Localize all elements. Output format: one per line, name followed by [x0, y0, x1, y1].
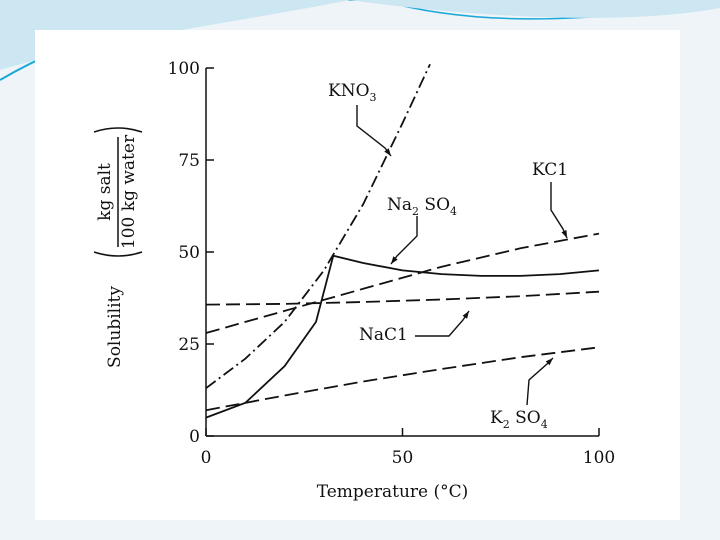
x-tick-label-50: 50: [392, 448, 414, 468]
decor-band: [0, 0, 720, 70]
y-axis-label: Solubility kg salt 100 kg water: [93, 127, 143, 368]
x-tick-label-0: 0: [201, 448, 212, 468]
y-tick-label-0: 0: [189, 427, 200, 447]
y-axis-label-denominator: 100 kg water: [119, 134, 139, 249]
series-line-nacl: [205, 290, 600, 306]
pointer-kcl-line: [550, 182, 568, 239]
pointer-k2so4-arrowhead: [545, 358, 553, 366]
series-label-kcl: KC1: [532, 160, 568, 180]
series-label-kno3: KNO3: [328, 81, 377, 104]
y-axis-label-numerator: kg salt: [95, 163, 115, 221]
series-label-nacl: NaC1: [359, 325, 408, 345]
series-label-k2so4: K2 SO4: [490, 408, 548, 431]
solubility-chart: 0 25 50 75 100 0 50 100 Temperature (°C) Solubili…: [93, 59, 615, 502]
x-axis-label: Temperature (°C): [317, 482, 469, 502]
y-tick-label-50: 50: [178, 243, 200, 263]
pointer-kno3-line: [356, 105, 392, 157]
pointer-na2so4-line: [390, 216, 418, 265]
slide-content: 0 25 50 75 100 0 50 100 Temperature (°C) Solubili…: [35, 30, 680, 520]
y-label-paren-left: [93, 251, 143, 257]
pointer-kcl-arrowhead: [561, 230, 567, 238]
y-tick-label-100: 100: [168, 59, 200, 79]
series-line-k2so4: [205, 346, 600, 412]
y-axis-label-main: Solubility: [105, 286, 125, 368]
pointer-na2so4-arrowhead: [391, 256, 398, 264]
y-tick-label-25: 25: [178, 335, 200, 355]
series-line-kno3: [205, 63, 431, 389]
series-line-kcl: [205, 232, 600, 334]
pointer-kno3-arrowhead: [384, 148, 391, 156]
series-label-na2so4: Na2 SO4: [387, 195, 457, 218]
y-label-paren-right: [93, 127, 143, 133]
pointer-k2so4-line: [526, 357, 554, 406]
pointer-nacl-arrowhead: [462, 311, 469, 319]
pointer-nacl-line: [415, 310, 470, 337]
y-tick-label-75: 75: [178, 151, 200, 171]
x-tick-label-100: 100: [583, 448, 615, 468]
series-line-na2so4: [205, 254, 600, 419]
